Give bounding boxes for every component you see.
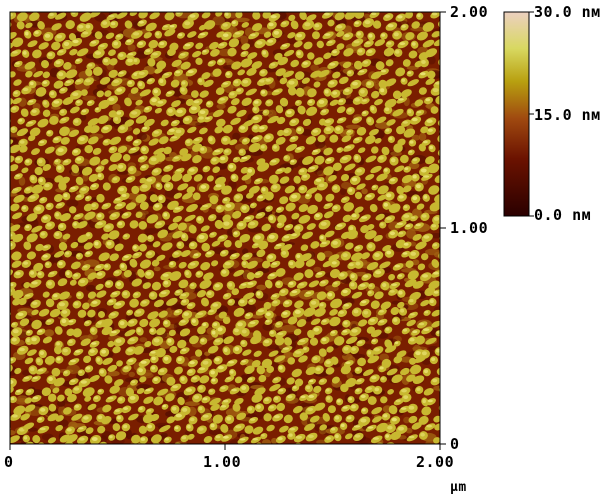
color-scale bbox=[503, 11, 534, 217]
y-tick-label-2: 2.00 bbox=[450, 3, 489, 21]
color-scale-label-mid: 15.0 nм bbox=[534, 106, 601, 124]
x-tick-label-1: 1.00 bbox=[203, 453, 242, 471]
color-scale-bar bbox=[503, 11, 530, 217]
color-scale-ticks bbox=[529, 11, 534, 217]
surface-grains bbox=[10, 12, 440, 444]
y-axis-ticks bbox=[440, 11, 446, 445]
x-axis-ticks bbox=[9, 444, 441, 450]
x-tick-label-0: 0 bbox=[4, 453, 14, 471]
color-scale-label-min: 0.0 nм bbox=[534, 206, 592, 224]
color-scale-label-max: 30.0 nм bbox=[534, 3, 601, 21]
afm-scan-image bbox=[9, 11, 441, 445]
y-tick-label-1: 1.00 bbox=[450, 219, 489, 237]
y-tick-label-0: 0 bbox=[450, 435, 460, 453]
x-axis-unit: µm bbox=[450, 480, 467, 495]
x-tick-label-2: 2.00 bbox=[416, 453, 455, 471]
